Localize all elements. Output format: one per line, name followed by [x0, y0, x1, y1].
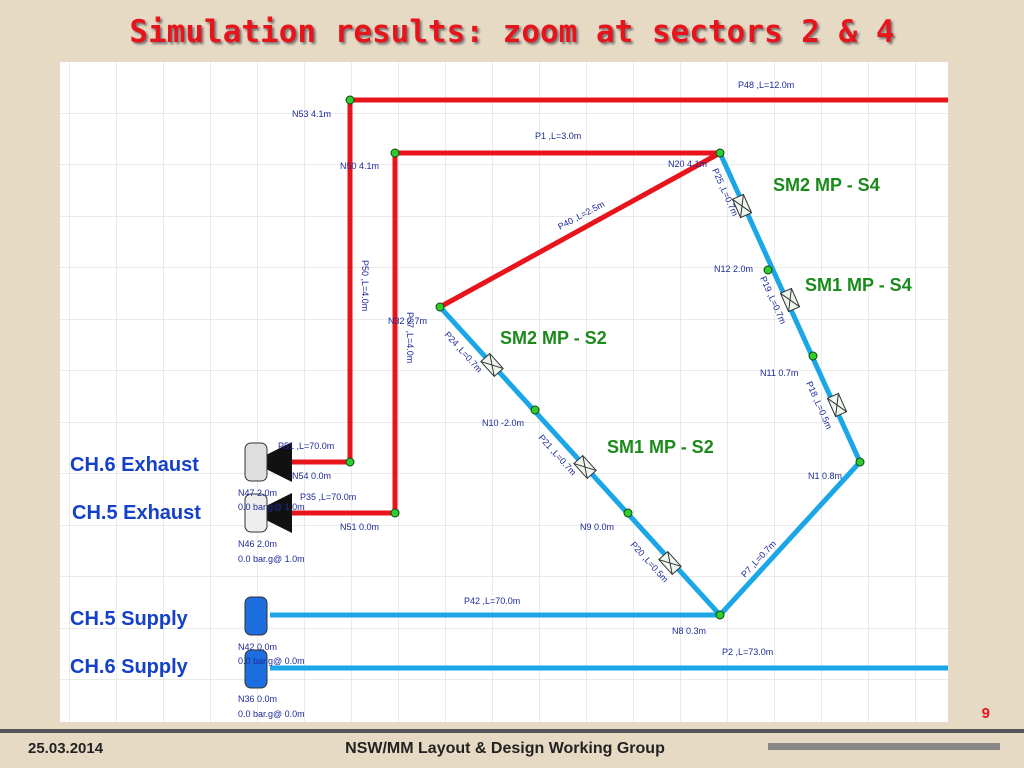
node-pressure: 0.0 bar.g@ 0.0m [238, 656, 305, 666]
node-label: N9 0.0m [580, 522, 614, 532]
node-label: N1 0.8m [808, 471, 842, 481]
node-pressure: 0.0 bar.g@ 1.0m [238, 554, 305, 564]
node-label: N53 4.1m [292, 109, 331, 119]
node-label: N51 0.0m [340, 522, 379, 532]
nodes [345, 95, 865, 620]
node-label: N54 0.0m [292, 471, 331, 481]
pipe-red [438, 150, 722, 310]
node-label: N46 2.0m [238, 539, 277, 549]
pipe-label: P37 ,L=4.0m [405, 312, 415, 363]
channel-labels: CH.6 Exhaust CH.5 Exhaust CH.5 Supply CH… [70, 454, 201, 678]
sector-label: SM1 MP - S4 [805, 275, 912, 295]
grid [60, 62, 948, 722]
node-label: N32 2.7m [388, 316, 427, 326]
channel-label: CH.6 Exhaust [70, 454, 199, 476]
channel-label: CH.5 Exhaust [72, 502, 201, 524]
pipe-label: P35 ,L=70.0m [300, 492, 356, 502]
sector-labels: SM2 MP - S4 SM1 MP - S4 SM2 MP - S2 SM1 … [500, 175, 912, 457]
channel-label: CH.5 Supply [70, 608, 189, 630]
footer-bar [768, 743, 1000, 750]
node-label: N11 0.7m [760, 368, 798, 378]
channel-label: CH.6 Supply [70, 656, 189, 678]
node-label: N8 0.3m [672, 626, 706, 636]
pipe-label: P2 ,L=73.0m [722, 647, 773, 657]
pipe-red [252, 97, 948, 482]
node-label: N50 4.1m [340, 161, 379, 171]
footer-date: 25.03.2014 [28, 740, 104, 757]
page-number: 9 [982, 705, 990, 722]
sector-label: SM2 MP - S2 [500, 328, 607, 348]
node-label: N12 2.0m [714, 264, 753, 274]
node-pressure: 0.0 bar.g@ 1.0m [238, 502, 305, 512]
valves [480, 193, 848, 576]
footer-rule [0, 729, 1024, 733]
tanks [244, 442, 268, 689]
pipe-label: P42 ,L=70.0m [464, 596, 520, 606]
pipe-label: P48 ,L=12.0m [738, 80, 794, 90]
pipe-label: P1 ,L=3.0m [535, 131, 581, 141]
sector-label: SM1 MP - S2 [607, 437, 714, 457]
node-label: N42 0.0m [238, 642, 277, 652]
pipe-label: P50 ,L=4.0m [360, 260, 370, 311]
node-pressure: 0.0 bar.g@ 0.0m [238, 709, 305, 719]
footer-group: NSW/MM Layout & Design Working Group [345, 740, 665, 757]
node-labels: N53 4.1m N50 4.1m N20 4.1m N12 2.0m N11 … [238, 109, 842, 719]
node-label: N20 4.1m [668, 159, 707, 169]
pipe-red [252, 150, 720, 533]
sector-label: SM2 MP - S4 [773, 175, 880, 195]
node-label: N10 -2.0m [482, 418, 524, 428]
pipe-label: P51 ,L=70.0m [278, 441, 334, 451]
node-label: N36 0.0m [238, 694, 277, 704]
node-label: N47 2.0m [238, 488, 277, 498]
slide-title: Simulation results: zoom at sectors 2 & … [129, 14, 894, 50]
